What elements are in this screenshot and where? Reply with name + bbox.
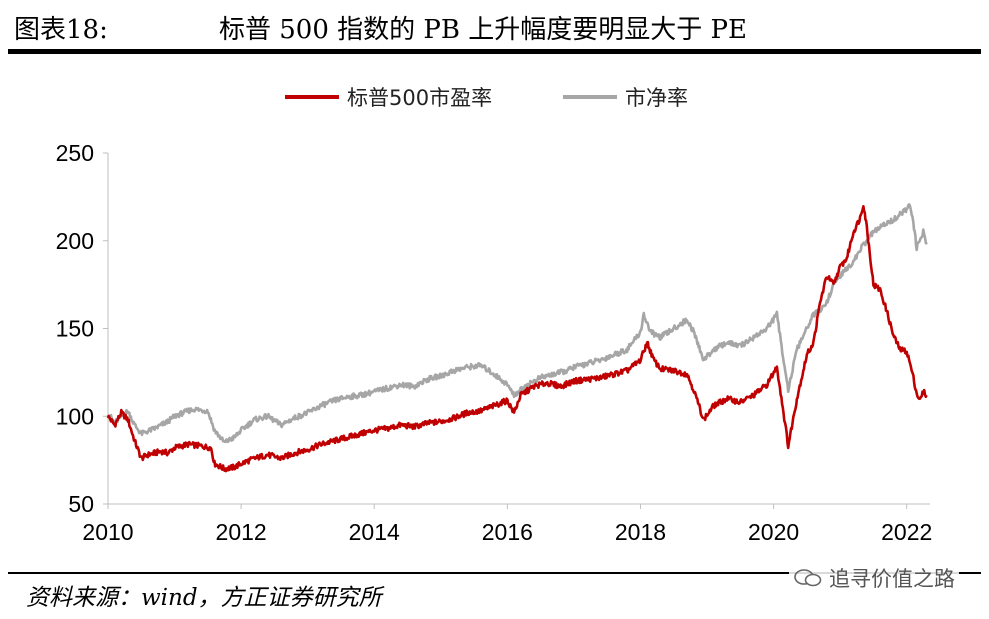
legend-label: 市净率 — [625, 86, 688, 110]
x-tick-label: 2020 — [748, 519, 799, 545]
watermark: 追寻价值之路 — [789, 563, 959, 593]
source-note: 资料来源：wind，方正证券研究所 — [26, 585, 382, 611]
x-tick-label: 2022 — [881, 519, 932, 545]
x-tick-label: 2010 — [82, 519, 133, 545]
wechat-icon — [794, 569, 822, 587]
figure-label: 图表18: — [14, 15, 108, 45]
y-tick-label: 200 — [56, 228, 94, 254]
y-tick-label: 250 — [56, 140, 94, 166]
pe-pb-line-chart: 50 100 150 200 250 2010 2012 2014 2016 2018 2020 20… — [56, 86, 933, 545]
x-tick-label: 2016 — [482, 519, 533, 545]
y-tick-label: 150 — [56, 316, 94, 342]
x-tick-label: 2012 — [216, 519, 267, 545]
y-tick-label: 100 — [56, 403, 94, 429]
title-rule — [8, 49, 981, 54]
series-line — [106, 203, 928, 444]
series-line — [106, 205, 928, 473]
watermark-text: 追寻价值之路 — [829, 567, 955, 591]
y-tick-label: 50 — [68, 491, 94, 517]
legend-label: 标普500市盈率 — [347, 86, 492, 110]
x-tick-label: 2018 — [615, 519, 666, 545]
footer-rule — [8, 572, 981, 574]
figure-title: 图表18: 标普 500 指数的 PB 上升幅度要明显大于 PE — [14, 12, 747, 48]
x-tick-label: 2014 — [349, 519, 400, 545]
figure-heading: 标普 500 指数的 PB 上升幅度要明显大于 PE — [219, 15, 748, 45]
